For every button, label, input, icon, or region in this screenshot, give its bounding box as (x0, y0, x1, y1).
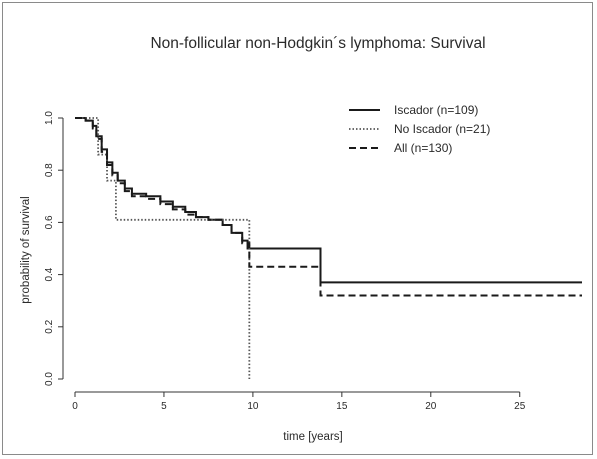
y-tick-label: 0.8 (44, 163, 55, 177)
y-tick-label: 0.0 (44, 372, 55, 386)
y-tick-label: 1.0 (44, 111, 55, 125)
x-axis-label: time [years] (283, 431, 342, 443)
x-tick-label: 25 (514, 401, 526, 412)
survival-curve-dashed (75, 117, 582, 297)
x-tick-label: 20 (425, 401, 437, 412)
legend: Iscador (n=109) No Iscador (n=21) All (n=1… (349, 103, 490, 155)
y-tick-label: 0.4 (44, 267, 55, 281)
x-tick-label: 0 (72, 401, 78, 412)
x-tick-label: 15 (336, 401, 348, 412)
legend-label: No Iscador (n=21) (394, 122, 490, 136)
chart-frame (2, 2, 593, 455)
legend-label: Iscador (n=109) (394, 103, 478, 117)
y-axis-label: probability of survival (20, 196, 32, 303)
x-tick-label: 10 (247, 401, 259, 412)
survival-curve-dotted (75, 117, 251, 379)
legend-label: All (n=130) (394, 141, 452, 155)
y-tick-label: 0.2 (44, 319, 55, 333)
chart-title: Non-follicular non-Hodgkin´s lymphoma: S… (150, 35, 485, 52)
plot-lines (75, 117, 582, 379)
axes: 0 5 10 15 20 25 0.0 0.2 0.4 0.6 0.8 1.0 (44, 111, 526, 412)
survival-curve-solid (75, 117, 582, 284)
y-tick-label: 0.6 (44, 215, 55, 229)
x-tick-label: 5 (161, 401, 167, 412)
